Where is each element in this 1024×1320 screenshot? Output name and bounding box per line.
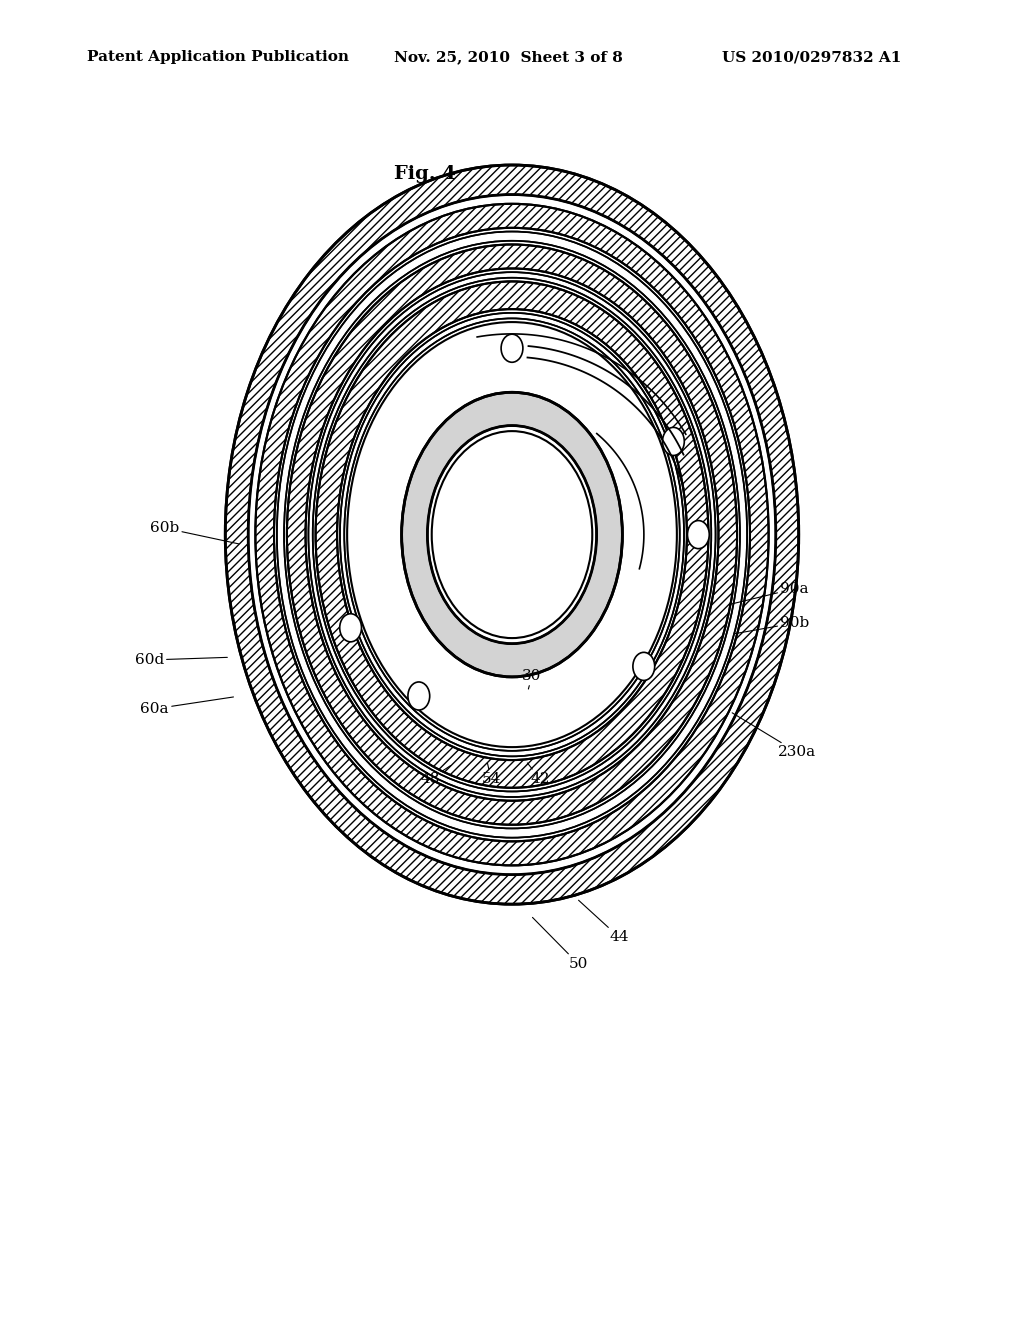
Text: US 2010/0297832 A1: US 2010/0297832 A1 [722, 50, 901, 65]
Text: 54: 54 [481, 763, 501, 785]
Text: 44: 44 [579, 900, 629, 944]
Text: 60d: 60d [134, 653, 227, 667]
Text: 48: 48 [421, 766, 451, 785]
Text: Fig. 4: Fig. 4 [394, 165, 456, 183]
Circle shape [340, 614, 361, 642]
Circle shape [347, 322, 677, 747]
Text: 30: 30 [522, 669, 542, 689]
Text: Patent Application Publication: Patent Application Publication [87, 50, 349, 65]
Circle shape [501, 334, 523, 362]
Text: Nov. 25, 2010  Sheet 3 of 8: Nov. 25, 2010 Sheet 3 of 8 [394, 50, 624, 65]
Circle shape [432, 432, 592, 638]
Circle shape [687, 520, 710, 549]
Text: 230a: 230a [732, 713, 816, 759]
Text: 60b: 60b [150, 521, 239, 544]
Text: 50: 50 [532, 917, 588, 970]
Text: 42: 42 [527, 763, 550, 785]
Text: 60a: 60a [140, 697, 233, 715]
Text: 90b: 90b [735, 616, 810, 634]
Text: 90a: 90a [729, 582, 809, 605]
Circle shape [633, 652, 654, 680]
Circle shape [663, 428, 684, 455]
Circle shape [408, 682, 430, 710]
